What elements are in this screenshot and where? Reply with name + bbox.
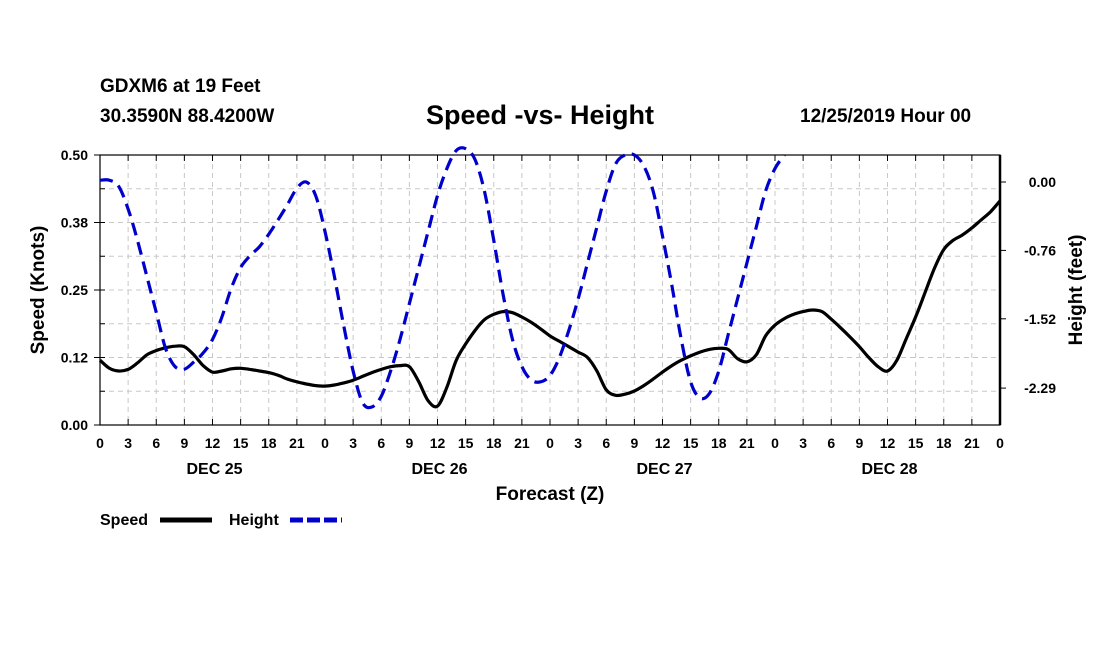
station-label: GDXM6 at 19 Feet [100, 76, 261, 97]
x-tick-label: 0 [546, 435, 554, 451]
x-tick-label: 12 [880, 435, 896, 451]
height-series-line [99, 146, 786, 410]
x-tick-label: 6 [152, 435, 160, 451]
day-label: DEC 26 [411, 461, 467, 478]
legend-label-height: Height [229, 512, 279, 529]
x-tick-label: 21 [739, 435, 755, 451]
x-tick-label: 15 [233, 435, 249, 451]
y-tick-label-left: 0.50 [61, 147, 88, 163]
y-tick-label-right: -0.76 [1024, 242, 1056, 258]
x-axis-label: Forecast (Z) [496, 484, 605, 505]
legend-label-speed: Speed [100, 512, 148, 529]
x-tick-label: 21 [964, 435, 980, 451]
y-axis-right-label: Height (feet) [1066, 235, 1087, 346]
x-tick-label: 18 [486, 435, 502, 451]
legend: Speed Height [100, 512, 342, 529]
day-label: DEC 28 [861, 461, 917, 478]
x-tick-label: 6 [827, 435, 835, 451]
x-tick-label: 3 [349, 435, 357, 451]
y-tick-label-right: -1.52 [1024, 311, 1056, 327]
x-tick-label: 3 [574, 435, 582, 451]
y-tick-label-right: -2.29 [1024, 380, 1056, 396]
x-tick-label: 12 [205, 435, 221, 451]
day-label: DEC 25 [186, 461, 242, 478]
chart-title: Speed -vs- Height [426, 100, 655, 130]
grid-lines [100, 155, 1000, 425]
x-tick-label: 9 [630, 435, 638, 451]
x-tick-label: 6 [377, 435, 385, 451]
y-axis-left-label: Speed (Knots) [28, 226, 49, 355]
axes: 0 3 6 9 12 15 18 21 0 3 6 9 12 15 18 21 0 3 6 9 12 15 18 21 0 3 6 9… [61, 147, 1056, 478]
y-tick-label-left: 0.25 [61, 282, 88, 298]
x-tick-label: 21 [514, 435, 530, 451]
x-tick-label: 0 [321, 435, 329, 451]
x-tick-label: 6 [602, 435, 610, 451]
x-tick-label: 21 [289, 435, 305, 451]
x-tick-label: 0 [96, 435, 104, 451]
issue-time-label: 12/25/2019 Hour 00 [800, 106, 972, 127]
x-tick-label: 9 [855, 435, 863, 451]
day-label: DEC 27 [636, 461, 692, 478]
x-tick-label: 9 [180, 435, 188, 451]
x-tick-label: 0 [771, 435, 779, 451]
y-tick-label-left: 0.12 [61, 350, 88, 366]
y-tick-label-left: 0.38 [61, 215, 88, 231]
y-tick-label-right: 0.00 [1029, 174, 1056, 190]
x-tick-label: 15 [683, 435, 699, 451]
speed-series-line [98, 199, 1002, 409]
x-tick-label: 3 [124, 435, 132, 451]
x-tick-label: 15 [458, 435, 474, 451]
x-tick-label: 12 [430, 435, 446, 451]
x-tick-label: 0 [996, 435, 1004, 451]
x-tick-label: 15 [908, 435, 924, 451]
x-tick-label: 3 [799, 435, 807, 451]
coordinates-label: 30.3590N 88.4200W [100, 106, 275, 127]
x-tick-label: 18 [711, 435, 727, 451]
x-tick-label: 9 [405, 435, 413, 451]
x-tick-label: 12 [655, 435, 671, 451]
series-lines [98, 146, 1002, 410]
x-tick-label: 18 [936, 435, 952, 451]
y-tick-label-left: 0.00 [61, 417, 88, 433]
x-tick-label: 18 [261, 435, 277, 451]
